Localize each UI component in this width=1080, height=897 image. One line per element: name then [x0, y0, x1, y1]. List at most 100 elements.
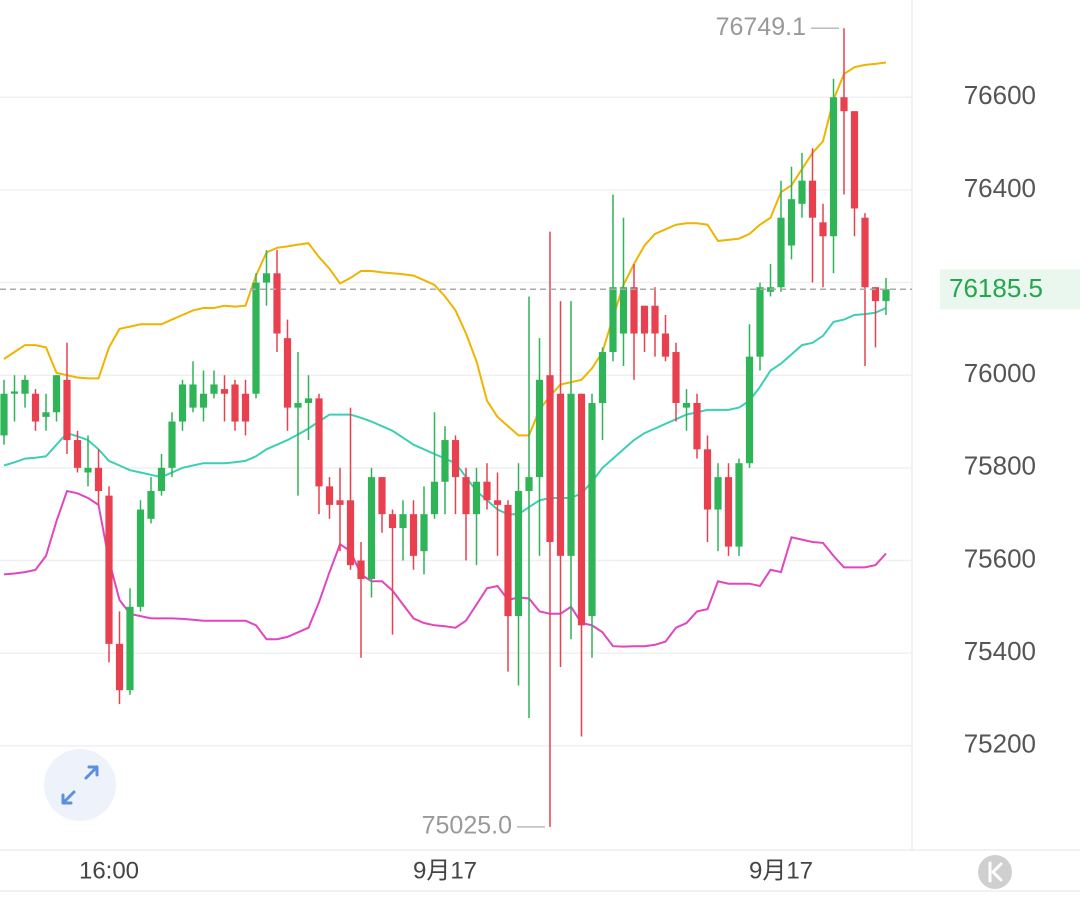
- candle-body: [63, 379, 71, 441]
- last-price-bg: [940, 269, 1080, 310]
- candle-body: [861, 217, 869, 288]
- x-tick-label: 9月17: [413, 857, 477, 884]
- candle: [336, 467, 344, 552]
- candle-body: [588, 402, 596, 617]
- candle-body: [178, 384, 187, 422]
- candle: [546, 231, 554, 827]
- candle: [189, 361, 197, 413]
- candle-body: [483, 481, 491, 501]
- candle-body: [210, 384, 218, 394]
- candle: [672, 342, 680, 422]
- expand-button[interactable]: [44, 749, 116, 821]
- candle: [262, 250, 271, 306]
- candle: [210, 370, 218, 399]
- collapse-axis-button[interactable]: [978, 855, 1012, 889]
- candle-body: [231, 384, 239, 422]
- candle-body: [73, 440, 82, 468]
- candle: [304, 375, 313, 441]
- candle-body: [273, 273, 281, 334]
- candle: [829, 78, 838, 274]
- candle-body: [315, 398, 323, 487]
- candle: [514, 463, 523, 686]
- candle-body: [787, 199, 796, 246]
- candle: [777, 180, 785, 292]
- high-label: 76749.1: [716, 13, 806, 41]
- candle: [73, 430, 82, 473]
- candle: [378, 477, 386, 533]
- candle-body: [546, 375, 554, 542]
- candle-body: [294, 402, 302, 408]
- candle-body: [756, 287, 764, 357]
- band-line: [3, 489, 887, 648]
- candle: [798, 152, 806, 218]
- candle: [420, 486, 428, 575]
- candle: [840, 28, 848, 195]
- candle: [483, 463, 491, 510]
- candle: [871, 287, 880, 348]
- candle-body: [871, 287, 880, 302]
- candle-body: [409, 514, 418, 556]
- candle-body: [504, 504, 512, 617]
- low-label: 75025.0: [422, 811, 512, 839]
- candle: [147, 477, 155, 524]
- candle: [556, 301, 565, 668]
- candle: [682, 389, 691, 431]
- candle: [808, 148, 817, 283]
- candle: [577, 393, 586, 737]
- candle: [84, 435, 92, 487]
- candle-body: [514, 491, 523, 617]
- candle-body: [420, 514, 428, 552]
- candle-body: [378, 477, 386, 515]
- candle-body: [325, 486, 334, 505]
- candle-body: [462, 477, 470, 515]
- candle: [367, 467, 376, 598]
- candle-body: [399, 514, 407, 529]
- candle: [157, 453, 166, 496]
- candle-body: [630, 287, 638, 334]
- candle-body: [441, 440, 449, 482]
- candle-body: [808, 180, 817, 218]
- candle-body: [189, 384, 197, 408]
- candle: [220, 375, 229, 422]
- candle-body: [241, 393, 250, 422]
- candle-body: [220, 389, 229, 394]
- candle: [724, 463, 733, 556]
- candle-body: [168, 421, 176, 468]
- expand-button-bg[interactable]: [44, 749, 116, 821]
- candle: [346, 407, 355, 570]
- candle-body: [493, 500, 502, 505]
- candle: [136, 500, 145, 612]
- candle: [42, 393, 50, 431]
- candle: [535, 338, 544, 556]
- candle: [409, 500, 418, 570]
- candle: [388, 509, 397, 635]
- candle: [787, 166, 796, 260]
- candle-body: [357, 560, 365, 580]
- candle-body: [798, 180, 806, 204]
- candle-body: [567, 393, 575, 556]
- candle-body: [840, 97, 848, 112]
- candle: [850, 111, 859, 237]
- candle: [619, 217, 628, 366]
- candle-body: [850, 111, 859, 209]
- y-tick-label: 76000: [964, 358, 1036, 388]
- candle: [451, 435, 460, 515]
- y-tick-label: 75200: [964, 729, 1036, 759]
- candle: [283, 319, 292, 431]
- candle-body: [714, 477, 722, 510]
- candle-body: [367, 477, 376, 580]
- candle-body: [252, 282, 260, 394]
- candle: [105, 486, 113, 663]
- y-tick-label: 75800: [964, 451, 1036, 481]
- candle: [0, 379, 8, 445]
- candle-body: [105, 495, 113, 644]
- candle: [273, 250, 281, 353]
- candle-body: [346, 500, 355, 566]
- candle-body: [829, 97, 838, 237]
- candle: [52, 375, 61, 422]
- collapse-icon[interactable]: [988, 861, 1003, 883]
- candle-body: [682, 402, 691, 408]
- candle: [94, 449, 103, 505]
- expand-icon[interactable]: [61, 765, 99, 805]
- candle-body: [724, 477, 733, 547]
